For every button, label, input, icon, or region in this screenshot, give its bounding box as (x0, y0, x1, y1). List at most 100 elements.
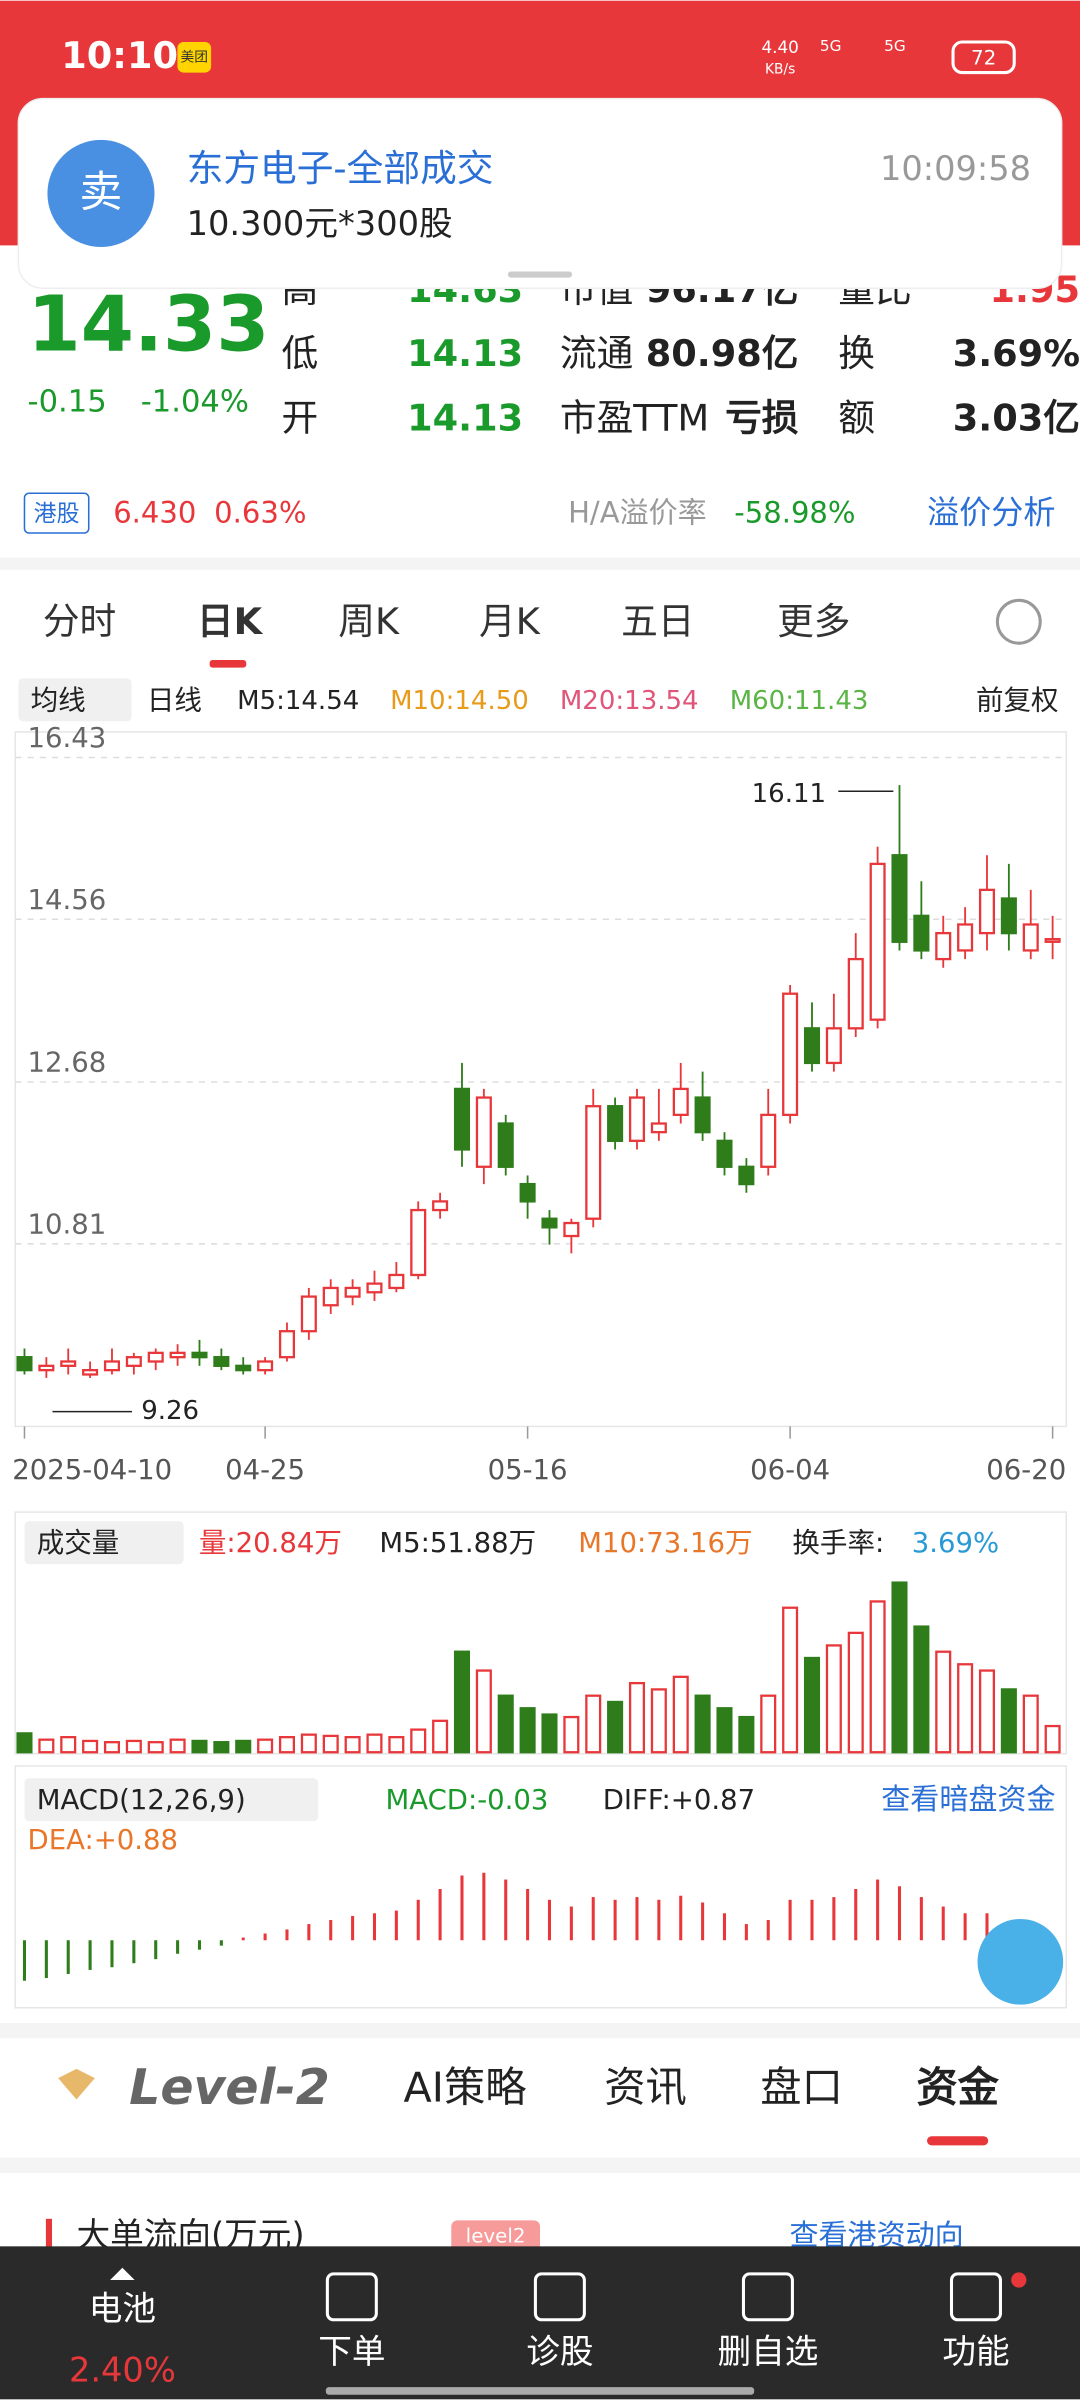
candle-body (913, 914, 930, 952)
notification-icon (47, 139, 155, 247)
volume-bar (760, 1694, 777, 1754)
quote-cell: 3.69% (953, 332, 1080, 375)
bottom-tab[interactable]: Level-2 (129, 2059, 330, 2116)
volume-bar (388, 1736, 405, 1754)
candle-body (322, 1286, 339, 1307)
candle-body (82, 1369, 99, 1376)
battery: 72 (971, 46, 996, 69)
candle-body (191, 1351, 208, 1359)
period-tab[interactable]: 分时 (43, 600, 116, 643)
section-marker (45, 2218, 53, 2250)
volume-bar (147, 1741, 164, 1754)
period-tab[interactable]: 日K (197, 600, 264, 643)
candle-body (716, 1139, 733, 1168)
volume-bar (60, 1736, 77, 1754)
candle-body (453, 1087, 471, 1151)
nav-icon (741, 2272, 794, 2322)
volume-bar (82, 1739, 99, 1754)
candle-body (760, 1113, 777, 1168)
candle-body (935, 931, 952, 961)
volume-selector-bg[interactable] (24, 1521, 184, 1565)
y-tick-label: 16.43 (28, 722, 107, 754)
candle-body (410, 1208, 427, 1277)
candle-body (213, 1356, 230, 1367)
macd-selector-bg[interactable] (24, 1778, 319, 1822)
macd-title[interactable]: MACD(12,26,9) (37, 1784, 246, 1816)
nav-label[interactable]: 下单 (318, 2332, 385, 2371)
candle-body (847, 957, 864, 1030)
change: -0.15 (28, 385, 107, 420)
candle-body (803, 1027, 821, 1065)
nav-label[interactable]: 功能 (942, 2332, 1009, 2371)
quote-cell: 14.13 (407, 332, 523, 375)
bottom-tab[interactable]: AI策略 (404, 2063, 527, 2111)
turnover-label: 换手率: (792, 1527, 884, 1559)
home-indicator (325, 2387, 755, 2395)
bottom-tab[interactable]: 资讯 (604, 2063, 687, 2111)
candle-body (300, 1295, 317, 1333)
notification-time: 10:09:58 (880, 149, 1031, 188)
volume-bar (1022, 1694, 1039, 1754)
quote-cell: 流通 (560, 332, 633, 375)
volume-bar (738, 1715, 755, 1754)
tab-indicator (209, 660, 247, 668)
candle-body (432, 1200, 449, 1212)
notification-text: 10.300元*300股 (187, 204, 453, 243)
volume-frame (14, 1511, 1067, 1755)
macd-link[interactable]: 查看暗盘资金 (881, 1782, 1055, 1816)
volume-m10: M10:73.16万 (578, 1527, 752, 1559)
tab-indicator (927, 2136, 989, 2146)
bottom-tab[interactable]: 资金 (916, 2063, 999, 2111)
volume-bar (38, 1738, 55, 1754)
volume-bar (453, 1650, 471, 1754)
candle-body (60, 1360, 77, 1367)
premium-link[interactable]: 溢价分析 (927, 494, 1055, 532)
nav-label[interactable]: 删自选 (717, 2332, 818, 2371)
nav-label[interactable]: 电池 (89, 2289, 156, 2328)
settings-icon[interactable] (995, 598, 1042, 645)
volume-bar (125, 1739, 142, 1754)
period-tab[interactable]: 五日 (621, 600, 694, 643)
volume-bar (519, 1707, 536, 1754)
divider (0, 2023, 1080, 2039)
volume-bar (803, 1656, 821, 1754)
candle-body (125, 1356, 142, 1367)
tip-button[interactable] (977, 1918, 1064, 2005)
net: 5G (820, 37, 842, 55)
period-tab[interactable]: 周K (338, 600, 400, 643)
period-tab[interactable]: 更多 (777, 600, 850, 643)
volume-m5: M5:51.88万 (379, 1527, 536, 1559)
x-tick-label: 06-20 (986, 1454, 1066, 1486)
volume-bar (913, 1625, 930, 1754)
period-tab[interactable]: 月K (479, 600, 541, 643)
battery-icon (951, 40, 1016, 75)
ma5: M5:14.54 (237, 686, 359, 716)
bottom-tab[interactable]: 盘口 (760, 2063, 843, 2111)
dea: DEA:+0.88 (28, 1824, 179, 1856)
macd-value: MACD:-0.03 (385, 1784, 548, 1816)
notification[interactable] (17, 97, 1063, 290)
volume-title[interactable]: 成交量 (37, 1527, 120, 1559)
candle-body (366, 1282, 383, 1294)
ma-selector[interactable]: 均线 (31, 684, 86, 716)
volume-bar (957, 1663, 974, 1754)
candle-body (16, 1356, 33, 1372)
y-tick-label: 14.56 (28, 884, 107, 916)
turnover: 3.69% (912, 1527, 999, 1559)
volume-bar (432, 1719, 449, 1754)
volume-bar (847, 1631, 864, 1754)
adjust[interactable]: 前复权 (976, 684, 1059, 716)
macd-frame (14, 1765, 1067, 2009)
ma-selector-bg[interactable] (18, 678, 132, 722)
section-badge: level2 (466, 2225, 526, 2248)
candle-body (825, 1027, 842, 1065)
hk-badge (23, 492, 90, 534)
volume-bar (410, 1728, 427, 1754)
volume-bar (322, 1734, 339, 1754)
nav-label[interactable]: 诊股 (526, 2332, 593, 2371)
notification-title: 东方电子-全部成交 (187, 147, 494, 190)
premium: -58.98% (734, 496, 855, 530)
volume-bar (891, 1581, 908, 1754)
candle-body (957, 923, 974, 952)
